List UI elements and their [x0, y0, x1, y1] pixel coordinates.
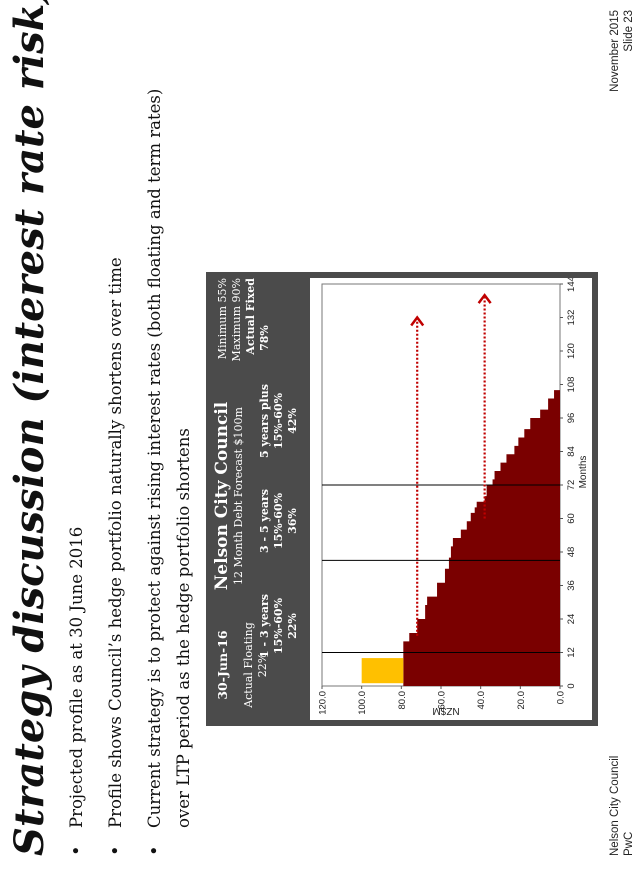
- y-tick-label: 40.0: [476, 691, 487, 710]
- band-actual: 42%: [286, 408, 299, 434]
- bullet-list: • Projected profile as at 30 June 2016 •…: [62, 28, 208, 856]
- x-tick-label: 132: [566, 310, 577, 326]
- band-range: 15%-60%: [272, 597, 285, 655]
- bullet-dot-icon: •: [144, 845, 165, 856]
- x-tick-label: 108: [566, 377, 577, 393]
- slide-title: Strategy discussion (interest rate risk): [6, 0, 53, 856]
- band-range: 15%-60%: [272, 492, 285, 550]
- bullet-text-continued: over LTP period as the hedge portfolio s…: [174, 428, 193, 828]
- x-tick-label: 72: [566, 480, 577, 491]
- debt-profile-chart: 0.0 20.0 40.0 60.0 80.0 100.0 120.0 0 12 24 36 48 60…: [310, 278, 592, 720]
- band-label: 1 - 3 years: [258, 594, 271, 658]
- footer-org: Nelson City Council: [609, 755, 621, 856]
- x-tick-label: 84: [566, 446, 577, 457]
- footer-date: November 2015: [609, 10, 621, 92]
- fixed-debt-area: [403, 390, 560, 686]
- minimum-label: Minimum 55%: [216, 278, 229, 360]
- x-tick-label: 24: [566, 614, 577, 625]
- bullet-item: • Profile shows Council’s hedge portfoli…: [101, 28, 130, 856]
- actual-fixed-label: Actual Fixed: [244, 278, 257, 355]
- floating-debt-bar: [361, 658, 404, 684]
- bullet-text: Current strategy is to protect against r…: [145, 88, 164, 828]
- y-tick-label: 60.0: [437, 691, 448, 710]
- footer-right: November 2015 Slide 23: [608, 10, 636, 130]
- x-axis-label: Months: [578, 456, 589, 489]
- y-tick-label: 100.0: [357, 691, 368, 715]
- maximum-label: Maximum 90%: [230, 278, 243, 362]
- bullet-dot-icon: •: [105, 845, 126, 856]
- band-label: 5 years plus: [258, 384, 271, 458]
- band-range: 15%-60%: [272, 392, 285, 450]
- footer-left: Nelson City Council PwC: [608, 756, 636, 856]
- x-tick-label: 120: [566, 343, 577, 359]
- x-tick-label: 0: [566, 683, 577, 688]
- footer-sub: PwC: [623, 831, 635, 856]
- y-tick-label: 120.0: [318, 691, 329, 715]
- y-tick-label: 0.0: [556, 691, 567, 704]
- arrow-head-icon: [477, 293, 492, 304]
- floating-label: Actual Floating: [242, 622, 255, 708]
- y-axis-label: NZ$M: [432, 705, 459, 716]
- band-label: 3 - 5 years: [258, 489, 271, 553]
- x-tick-label: 48: [566, 547, 577, 558]
- band-3-5-years: 3 - 5 years 15%-60% 36%: [258, 476, 300, 566]
- bullet-text: Profile shows Council’s hedge portfolio …: [106, 257, 125, 828]
- chart-panel: 30-Jun-16 Actual Floating 22% Nelson Cit…: [206, 272, 598, 726]
- forecast-label: 12 Month Debt Forecast $100m: [232, 407, 245, 585]
- y-tick-label: 20.0: [516, 691, 527, 710]
- bullet-item: • Current strategy is to protect against…: [140, 28, 198, 856]
- band-5-years-plus: 5 years plus 15%-60% 42%: [258, 371, 300, 471]
- band-1-3-years: 1 - 3 years 15%-60% 22%: [258, 581, 300, 671]
- bullet-text: Projected profile as at 30 June 2016: [67, 526, 86, 828]
- x-tick-label: 96: [566, 413, 577, 424]
- band-actual: 36%: [286, 508, 299, 534]
- arrow-head-icon: [410, 315, 425, 327]
- x-tick-label: 144: [566, 278, 577, 292]
- footer-slide: Slide 23: [623, 10, 635, 52]
- x-tick-label: 60: [566, 513, 577, 524]
- x-tick-label: 12: [566, 647, 577, 658]
- chart-date: 30-Jun-16: [215, 630, 230, 700]
- bullet-item: • Projected profile as at 30 June 2016: [62, 28, 91, 856]
- y-tick-label: 80.0: [397, 691, 408, 710]
- bullet-dot-icon: •: [66, 845, 87, 856]
- band-actual: 22%: [286, 613, 299, 639]
- council-name: Nelson City Council: [212, 401, 232, 591]
- x-tick-label: 36: [566, 580, 577, 591]
